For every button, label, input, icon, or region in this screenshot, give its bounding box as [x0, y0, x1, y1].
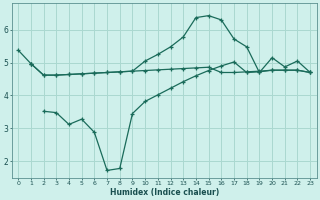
X-axis label: Humidex (Indice chaleur): Humidex (Indice chaleur) [109, 188, 219, 197]
